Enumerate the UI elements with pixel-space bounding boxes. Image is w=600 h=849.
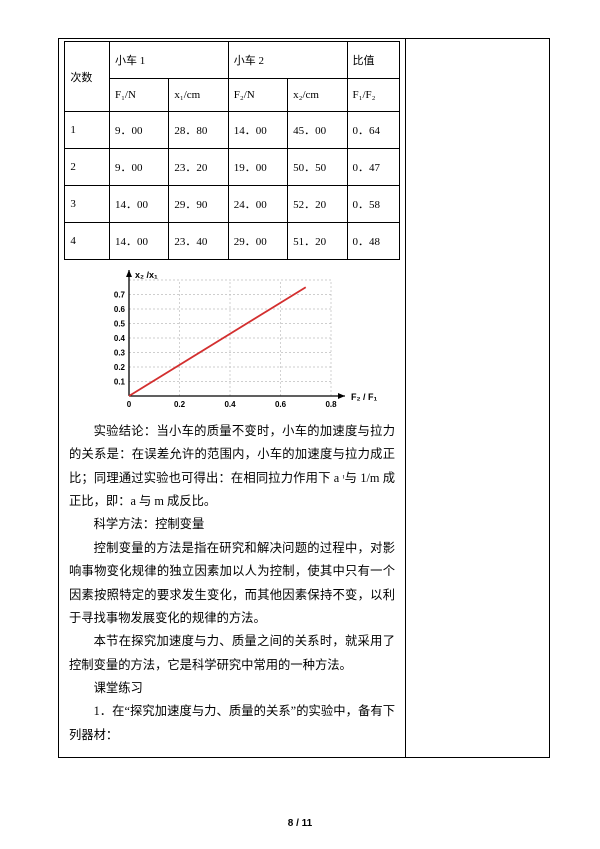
- col-f1: F₁/N: [109, 79, 168, 112]
- exercise-title: 课堂练习: [69, 677, 395, 700]
- col-car1: 小车 1: [109, 42, 228, 79]
- col-ratio: 比值: [347, 42, 399, 79]
- svg-text:0.6: 0.6: [114, 305, 126, 314]
- svg-text:0.2: 0.2: [114, 363, 126, 372]
- svg-text:x₂ /x₁: x₂ /x₁: [135, 270, 158, 280]
- margin-column: [406, 39, 550, 758]
- table-row: 3 14．00 29．90 24．00 52．20 0．58: [65, 186, 399, 223]
- data-table: 次数 小车 1 小车 2 比值 F₁/N x₁/cm F₂/N x₂/cm F₁…: [64, 41, 399, 260]
- svg-text:0: 0: [127, 400, 132, 409]
- svg-text:0.5: 0.5: [114, 320, 126, 329]
- col-f2: F₂/N: [228, 79, 287, 112]
- svg-text:0.8: 0.8: [325, 400, 337, 409]
- svg-text:0.4: 0.4: [114, 334, 126, 343]
- table-row: 4 14．00 23．40 29．00 51．20 0．48: [65, 223, 399, 260]
- svg-text:0.7: 0.7: [114, 291, 126, 300]
- svg-text:0.3: 0.3: [114, 349, 126, 358]
- table-row: 2 9．00 23．20 19．00 50．50 0．47: [65, 149, 399, 186]
- col-x1: x₁/cm: [169, 79, 228, 112]
- svg-text:0.6: 0.6: [275, 400, 287, 409]
- method-apply: 本节在探究加速度与力、质量之间的关系时，就采用了控制变量的方法，它是科学研究中常…: [69, 630, 395, 677]
- method-desc: 控制变量的方法是指在研究和解决问题的过程中，对影响事物变化规律的独立因素加以人为…: [69, 537, 395, 630]
- col-x2: x₂/cm: [288, 79, 347, 112]
- svg-text:0.4: 0.4: [224, 400, 236, 409]
- svg-text:F₂ / F₁: F₂ / F₁: [351, 392, 377, 402]
- exercise-1: 1．在“探究加速度与力、质量的关系”的实验中，备有下列器材：: [69, 700, 395, 747]
- conclusion-text: 实验结论：当小车的质量不变时，小车的加速度与拉力的关系是：在误差允许的范围内，小…: [69, 420, 395, 513]
- col-car2: 小车 2: [228, 42, 347, 79]
- col-index: 次数: [65, 42, 110, 112]
- line-chart: 0 0.2 0.4 0.6 0.8 0.1 0.2 0.3 0.4 0.5 0.6 0.7 F₂ / F…: [93, 266, 379, 416]
- page-number: 8 / 11: [0, 818, 600, 829]
- svg-text:0.1: 0.1: [114, 378, 126, 387]
- body-text: 实验结论：当小车的质量不变时，小车的加速度与拉力的关系是：在误差允许的范围内，小…: [59, 420, 405, 757]
- table-row: 1 9．00 28．80 14．00 45．00 0．64: [65, 112, 399, 149]
- method-title: 科学方法：控制变量: [69, 513, 395, 536]
- col-f1f2: F₁/F₂: [347, 79, 399, 112]
- svg-text:0.2: 0.2: [174, 400, 186, 409]
- outer-frame: 次数 小车 1 小车 2 比值 F₁/N x₁/cm F₂/N x₂/cm F₁…: [58, 38, 550, 758]
